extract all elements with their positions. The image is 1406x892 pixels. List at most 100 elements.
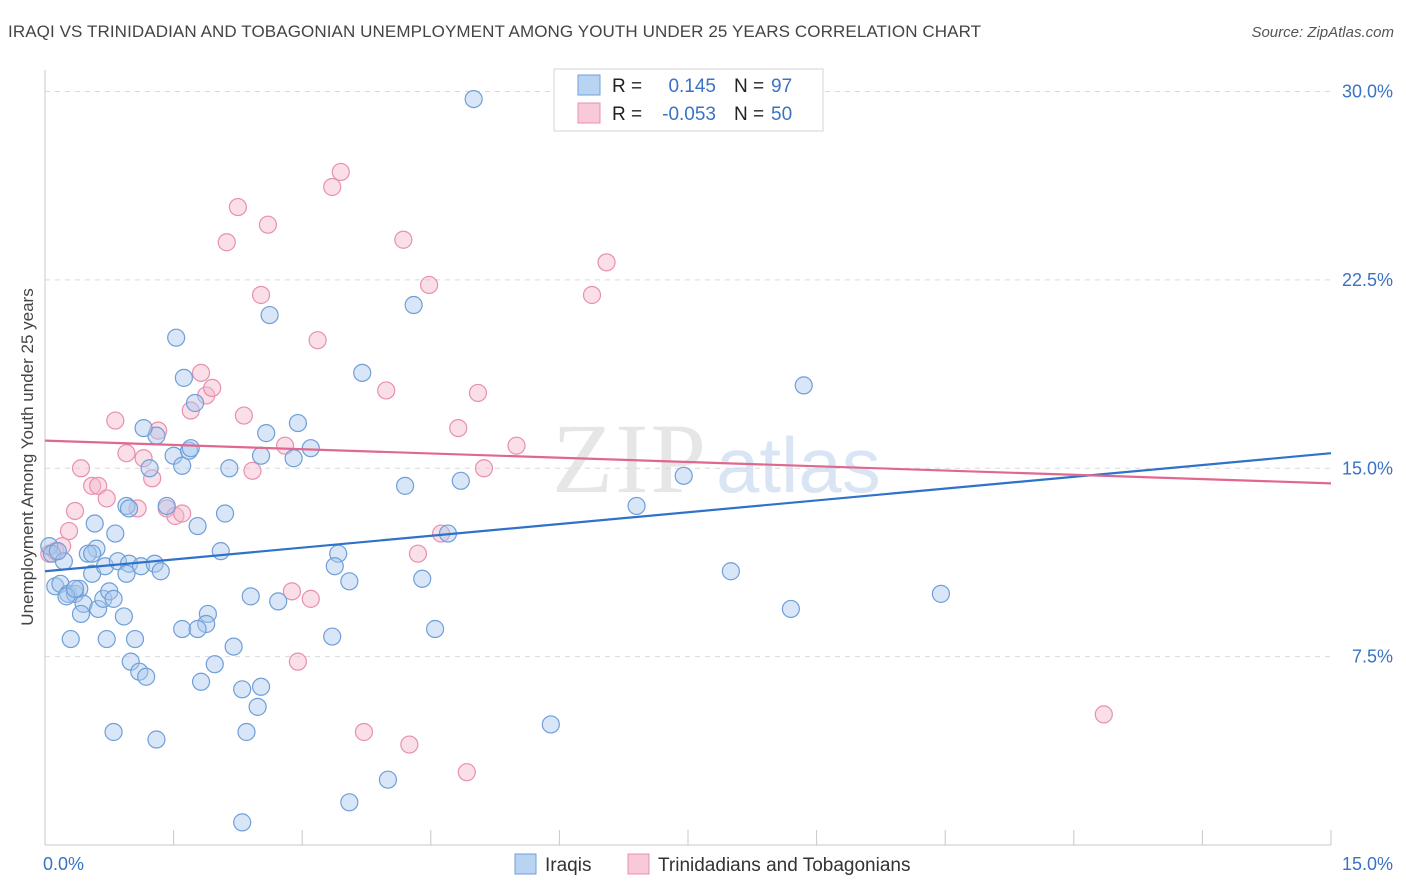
- iraqi-data-point[interactable]: [85, 514, 104, 533]
- iraqi-data-point[interactable]: [395, 476, 415, 495]
- iraqi-data-point[interactable]: [174, 368, 193, 387]
- trinidadian-data-point[interactable]: [582, 285, 602, 305]
- iraqi-data-point[interactable]: [794, 376, 813, 395]
- iraqi-data-point[interactable]: [191, 672, 211, 691]
- iraqi-data-point[interactable]: [378, 770, 398, 789]
- iraqi-data-point[interactable]: [167, 328, 186, 347]
- iraqi-data-point[interactable]: [205, 655, 224, 674]
- trinidadian-data-point[interactable]: [59, 521, 79, 541]
- legend-bottom-trini-label[interactable]: Trinidadians and Tobagonians: [658, 855, 910, 876]
- trinidadian-data-point[interactable]: [89, 476, 108, 495]
- trinidadian-data-point[interactable]: [597, 253, 616, 272]
- iraqi-data-point[interactable]: [931, 584, 951, 603]
- iraqi-data-point[interactable]: [224, 637, 243, 656]
- trinidadian-data-point[interactable]: [507, 436, 526, 455]
- iraqi-data-point[interactable]: [97, 629, 116, 649]
- iraqi-data-point[interactable]: [464, 89, 483, 109]
- iraqi-data-point[interactable]: [65, 579, 85, 598]
- iraqi-data-point[interactable]: [260, 305, 279, 325]
- iraqi-data-point[interactable]: [674, 466, 693, 485]
- iraqi-data-point[interactable]: [137, 667, 156, 686]
- iraqi-data-point[interactable]: [233, 813, 252, 832]
- trinidadian-data-point[interactable]: [71, 459, 91, 478]
- iraqi-data-point[interactable]: [181, 439, 200, 458]
- trinidadian-data-point[interactable]: [377, 381, 396, 400]
- iraqi-data-point[interactable]: [117, 496, 136, 516]
- iraqi-data-point[interactable]: [251, 677, 271, 696]
- trinidadian-data-point[interactable]: [449, 418, 468, 438]
- trinidadian-data-point[interactable]: [288, 652, 308, 671]
- iraqi-data-point[interactable]: [233, 680, 252, 699]
- iraqi-data-point[interactable]: [241, 587, 260, 606]
- trinidadian-data-point[interactable]: [106, 411, 125, 430]
- iraqi-data-point[interactable]: [211, 542, 230, 561]
- trinidadian-data-point[interactable]: [217, 233, 236, 252]
- trinidadian-data-point[interactable]: [275, 436, 295, 455]
- legend-bottom-iraqi-swatch[interactable]: [514, 853, 537, 875]
- trinidadian-data-point[interactable]: [243, 461, 262, 480]
- trinidadian-data-point[interactable]: [117, 444, 136, 463]
- trinidadian-data-point[interactable]: [282, 582, 302, 601]
- iraqi-data-point[interactable]: [61, 629, 80, 649]
- iraqi-data-point[interactable]: [353, 363, 372, 382]
- trinidadian-data-point[interactable]: [400, 735, 419, 754]
- trinidadian-data-point[interactable]: [474, 459, 494, 478]
- iraqi-data-point[interactable]: [114, 607, 133, 626]
- iraqi-data-point[interactable]: [220, 459, 239, 478]
- iraqi-data-point[interactable]: [71, 604, 91, 624]
- trinidadian-data-point[interactable]: [1094, 705, 1113, 724]
- trinidadian-data-point[interactable]: [258, 215, 278, 234]
- iraqi-data-point[interactable]: [188, 516, 207, 536]
- iraqi-data-point[interactable]: [413, 569, 432, 588]
- iraqi-data-point[interactable]: [89, 599, 108, 619]
- iraqi-data-point[interactable]: [119, 499, 139, 518]
- trinidadian-data-point[interactable]: [251, 285, 271, 305]
- iraqi-data-point[interactable]: [451, 471, 470, 490]
- iraqi-data-point[interactable]: [104, 589, 123, 608]
- iraqi-data-point[interactable]: [134, 418, 153, 438]
- trinidadian-data-point[interactable]: [65, 501, 85, 521]
- iraqi-data-point[interactable]: [78, 544, 97, 563]
- trinidadian-data-point[interactable]: [394, 230, 413, 249]
- trinidadian-data-point[interactable]: [468, 383, 488, 403]
- trinidadian-data-point[interactable]: [97, 489, 116, 508]
- legend-bottom-iraqi-label[interactable]: Iraqis: [545, 855, 591, 876]
- trinidadian-data-point[interactable]: [134, 449, 153, 468]
- iraqi-data-point[interactable]: [140, 459, 159, 478]
- iraqi-data-point[interactable]: [106, 524, 125, 543]
- trinidadian-data-point[interactable]: [419, 275, 439, 295]
- iraqi-data-point[interactable]: [541, 715, 560, 734]
- iraqi-data-point[interactable]: [83, 544, 102, 563]
- iraqi-data-point[interactable]: [251, 446, 271, 465]
- iraqi-data-point[interactable]: [627, 496, 646, 516]
- iraqi-data-point[interactable]: [157, 496, 176, 516]
- legend-bottom-trini-swatch[interactable]: [627, 853, 650, 875]
- trinidadian-data-point[interactable]: [354, 722, 374, 742]
- iraqi-data-point[interactable]: [721, 562, 740, 581]
- iraqi-data-point[interactable]: [781, 599, 800, 619]
- iraqi-data-point[interactable]: [117, 564, 136, 583]
- iraqi-data-point[interactable]: [151, 562, 170, 581]
- iraqi-data-point[interactable]: [197, 614, 216, 634]
- iraqi-data-point[interactable]: [404, 295, 423, 315]
- trinidadian-data-point[interactable]: [203, 378, 222, 398]
- iraqi-data-point[interactable]: [147, 730, 166, 749]
- iraqi-data-point[interactable]: [340, 572, 359, 591]
- iraqi-data-point[interactable]: [48, 542, 67, 561]
- trinidadian-data-point[interactable]: [301, 589, 320, 608]
- trinidadian-data-point[interactable]: [457, 763, 476, 782]
- iraqi-data-point[interactable]: [188, 619, 207, 639]
- iraqi-data-point[interactable]: [269, 592, 288, 611]
- trinidadian-data-point[interactable]: [173, 504, 192, 523]
- trinidadian-data-point[interactable]: [228, 197, 247, 217]
- iraqi-data-point[interactable]: [323, 627, 342, 646]
- iraqi-data-point[interactable]: [288, 413, 308, 433]
- iraqi-data-point[interactable]: [325, 557, 344, 576]
- trinidadian-data-point[interactable]: [234, 406, 254, 425]
- iraqi-data-point[interactable]: [425, 619, 445, 639]
- iraqi-data-point[interactable]: [125, 629, 145, 649]
- iraqi-data-point[interactable]: [248, 697, 267, 716]
- iraqi-data-point[interactable]: [104, 722, 123, 742]
- iraqi-data-point[interactable]: [237, 722, 256, 742]
- trinidadian-data-point[interactable]: [308, 331, 327, 350]
